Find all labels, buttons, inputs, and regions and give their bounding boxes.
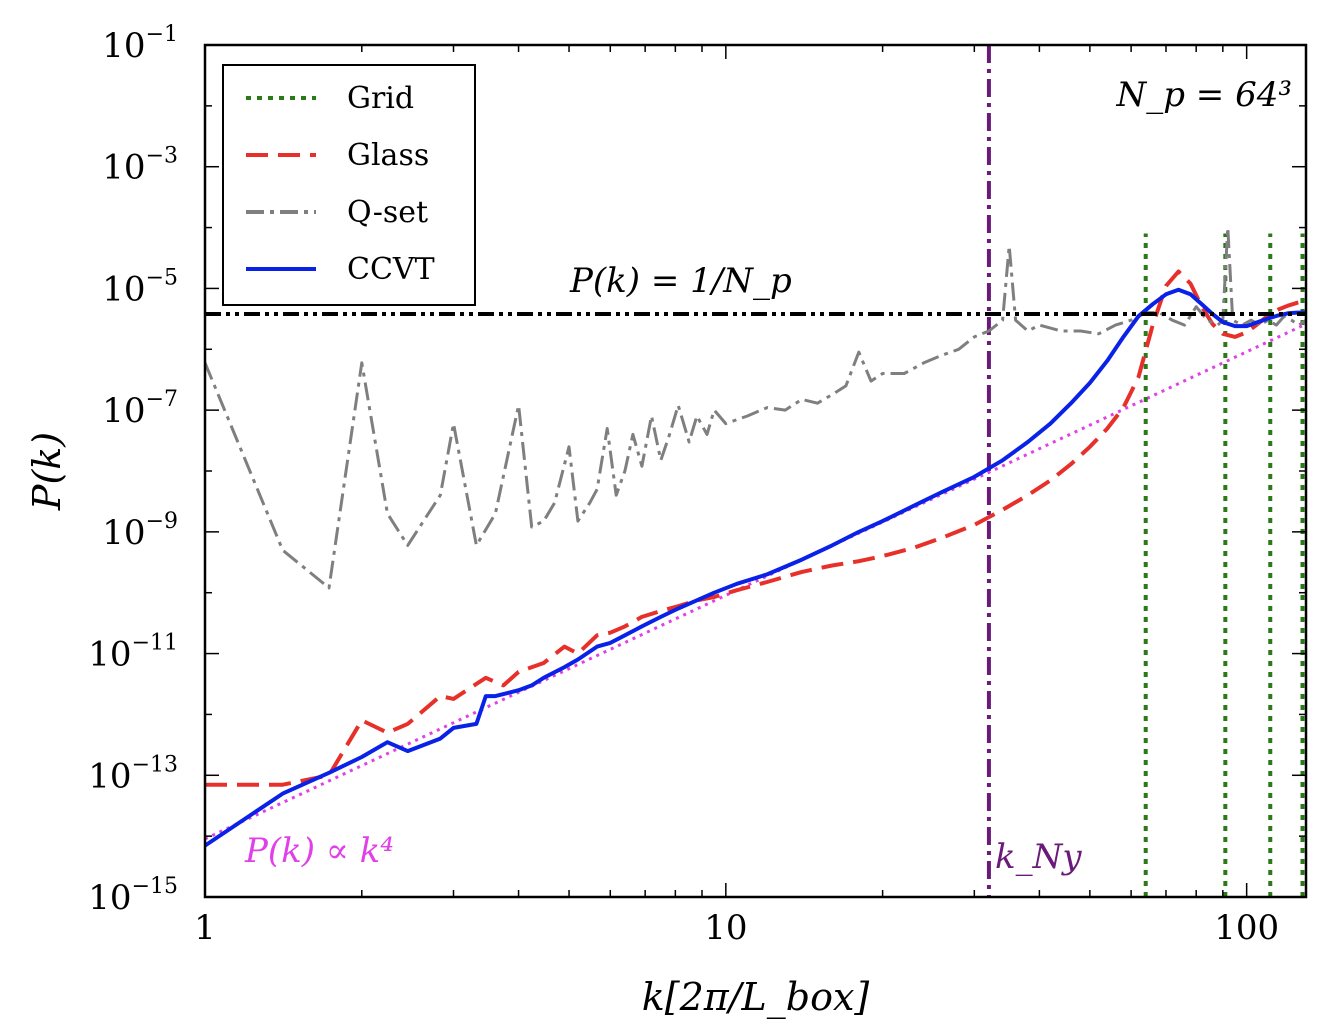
y-tick-base: 10 <box>102 26 145 66</box>
particle-count-label: N_p = 64³ <box>1115 75 1292 115</box>
axes: 1 10 10010−1510−1310−1110−910−710−510−310−… <box>88 22 1308 948</box>
y-tick-exponent: −1 <box>146 22 178 47</box>
x-tick-label: 100 <box>1214 908 1279 948</box>
legend-box <box>222 64 476 306</box>
y-tick-base: 10 <box>102 513 145 553</box>
y-tick-base: 10 <box>88 756 131 796</box>
y-tick-exponent: −11 <box>132 631 178 656</box>
y-tick-label: 10−7 <box>102 387 178 431</box>
series-qset-line <box>205 226 1306 590</box>
y-tick-exponent: −9 <box>146 509 178 534</box>
y-tick-label: 10−5 <box>102 265 178 309</box>
y-tick-label: 10−13 <box>88 752 178 796</box>
y-tick-base: 10 <box>88 635 131 675</box>
x-tick-label: 10 <box>704 908 747 948</box>
legend-label: Grid <box>347 81 414 116</box>
y-tick-base: 10 <box>102 148 145 188</box>
y-tick-label: 10−11 <box>88 631 178 675</box>
k4-label: P(k) ∝ k⁴ <box>244 831 394 871</box>
y-tick-base: 10 <box>88 878 131 918</box>
legend: Grid Glass Q-set CCVT <box>222 64 476 306</box>
legend-label: CCVT <box>347 252 435 287</box>
y-tick-label: 10−9 <box>102 509 178 553</box>
y-tick-exponent: −5 <box>146 265 178 290</box>
y-tick-label: 10−15 <box>88 874 178 918</box>
y-tick-base: 10 <box>102 391 145 431</box>
legend-label: Glass <box>347 138 429 173</box>
y-tick-base: 10 <box>102 269 145 309</box>
y-tick-exponent: −13 <box>132 752 178 777</box>
y-axis-title: P(k) <box>25 432 69 511</box>
series-glass-line <box>205 269 1306 787</box>
legend-label: Q-set <box>347 195 428 230</box>
shot-noise-label: P(k) = 1/N_p <box>569 261 792 301</box>
annotations: k[2π/L_box] P(k) N_p = 64³ P(k) = 1/N_p P(k)… <box>25 75 1292 1020</box>
y-tick-exponent: −3 <box>146 144 178 169</box>
y-tick-label: 10−3 <box>102 144 178 188</box>
y-tick-label: 10−1 <box>102 22 178 66</box>
x-tick-label: 1 <box>194 908 216 948</box>
y-tick-exponent: −7 <box>146 387 178 412</box>
plot-data-area <box>205 45 1306 897</box>
x-axis-title: k[2π/L_box] <box>642 975 870 1020</box>
nyquist-label: k_Ny <box>995 837 1082 877</box>
y-tick-exponent: −15 <box>132 874 178 899</box>
k4-reference-line <box>205 322 1306 841</box>
